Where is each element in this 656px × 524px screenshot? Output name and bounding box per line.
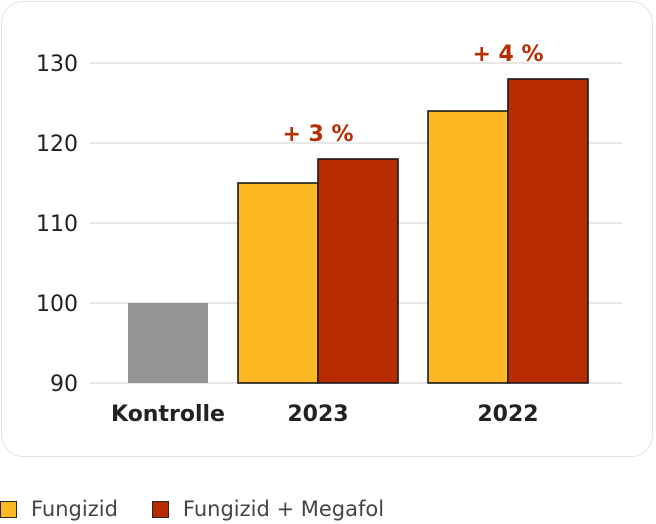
bar-megafol-2022 [507, 78, 589, 384]
x-axis-ticks: Kontrolle 2023 2022 [111, 402, 539, 427]
legend: Fungizid Fungizid + Megafol [0, 494, 418, 524]
bars [128, 78, 589, 384]
legend-item-megafol: Fungizid + Megafol [151, 497, 385, 521]
x-tick-label-2022: 2022 [477, 402, 538, 427]
legend-label-megafol: Fungizid + Megafol [182, 497, 385, 521]
annotation-2023: + 3 % [282, 122, 353, 147]
bar-kontrolle-kontrolle [128, 303, 208, 383]
legend-item-fungizid: Fungizid [0, 497, 118, 521]
y-tick-label-130: 130 [36, 52, 78, 77]
bar-megafol-2023 [317, 158, 399, 384]
y-tick-label-110: 110 [36, 212, 78, 237]
legend-swatch-fungizid [0, 500, 17, 518]
legend-label-fungizid: Fungizid [31, 497, 118, 521]
legend-swatch-megafol [151, 500, 169, 518]
bar-fungizid-2023 [237, 182, 319, 384]
x-tick-label-kontrolle: Kontrolle [111, 402, 225, 427]
y-tick-label-90: 90 [50, 372, 78, 397]
y-axis-ticks: 90 100 110 120 130 [36, 52, 78, 397]
bar-fungizid-2022 [427, 110, 509, 384]
annotation-2022: + 4 % [472, 42, 543, 67]
y-tick-label-100: 100 [36, 292, 78, 317]
annotations: + 3 % + 4 % [282, 42, 543, 147]
y-tick-label-120: 120 [36, 132, 78, 157]
x-tick-label-2023: 2023 [287, 402, 348, 427]
